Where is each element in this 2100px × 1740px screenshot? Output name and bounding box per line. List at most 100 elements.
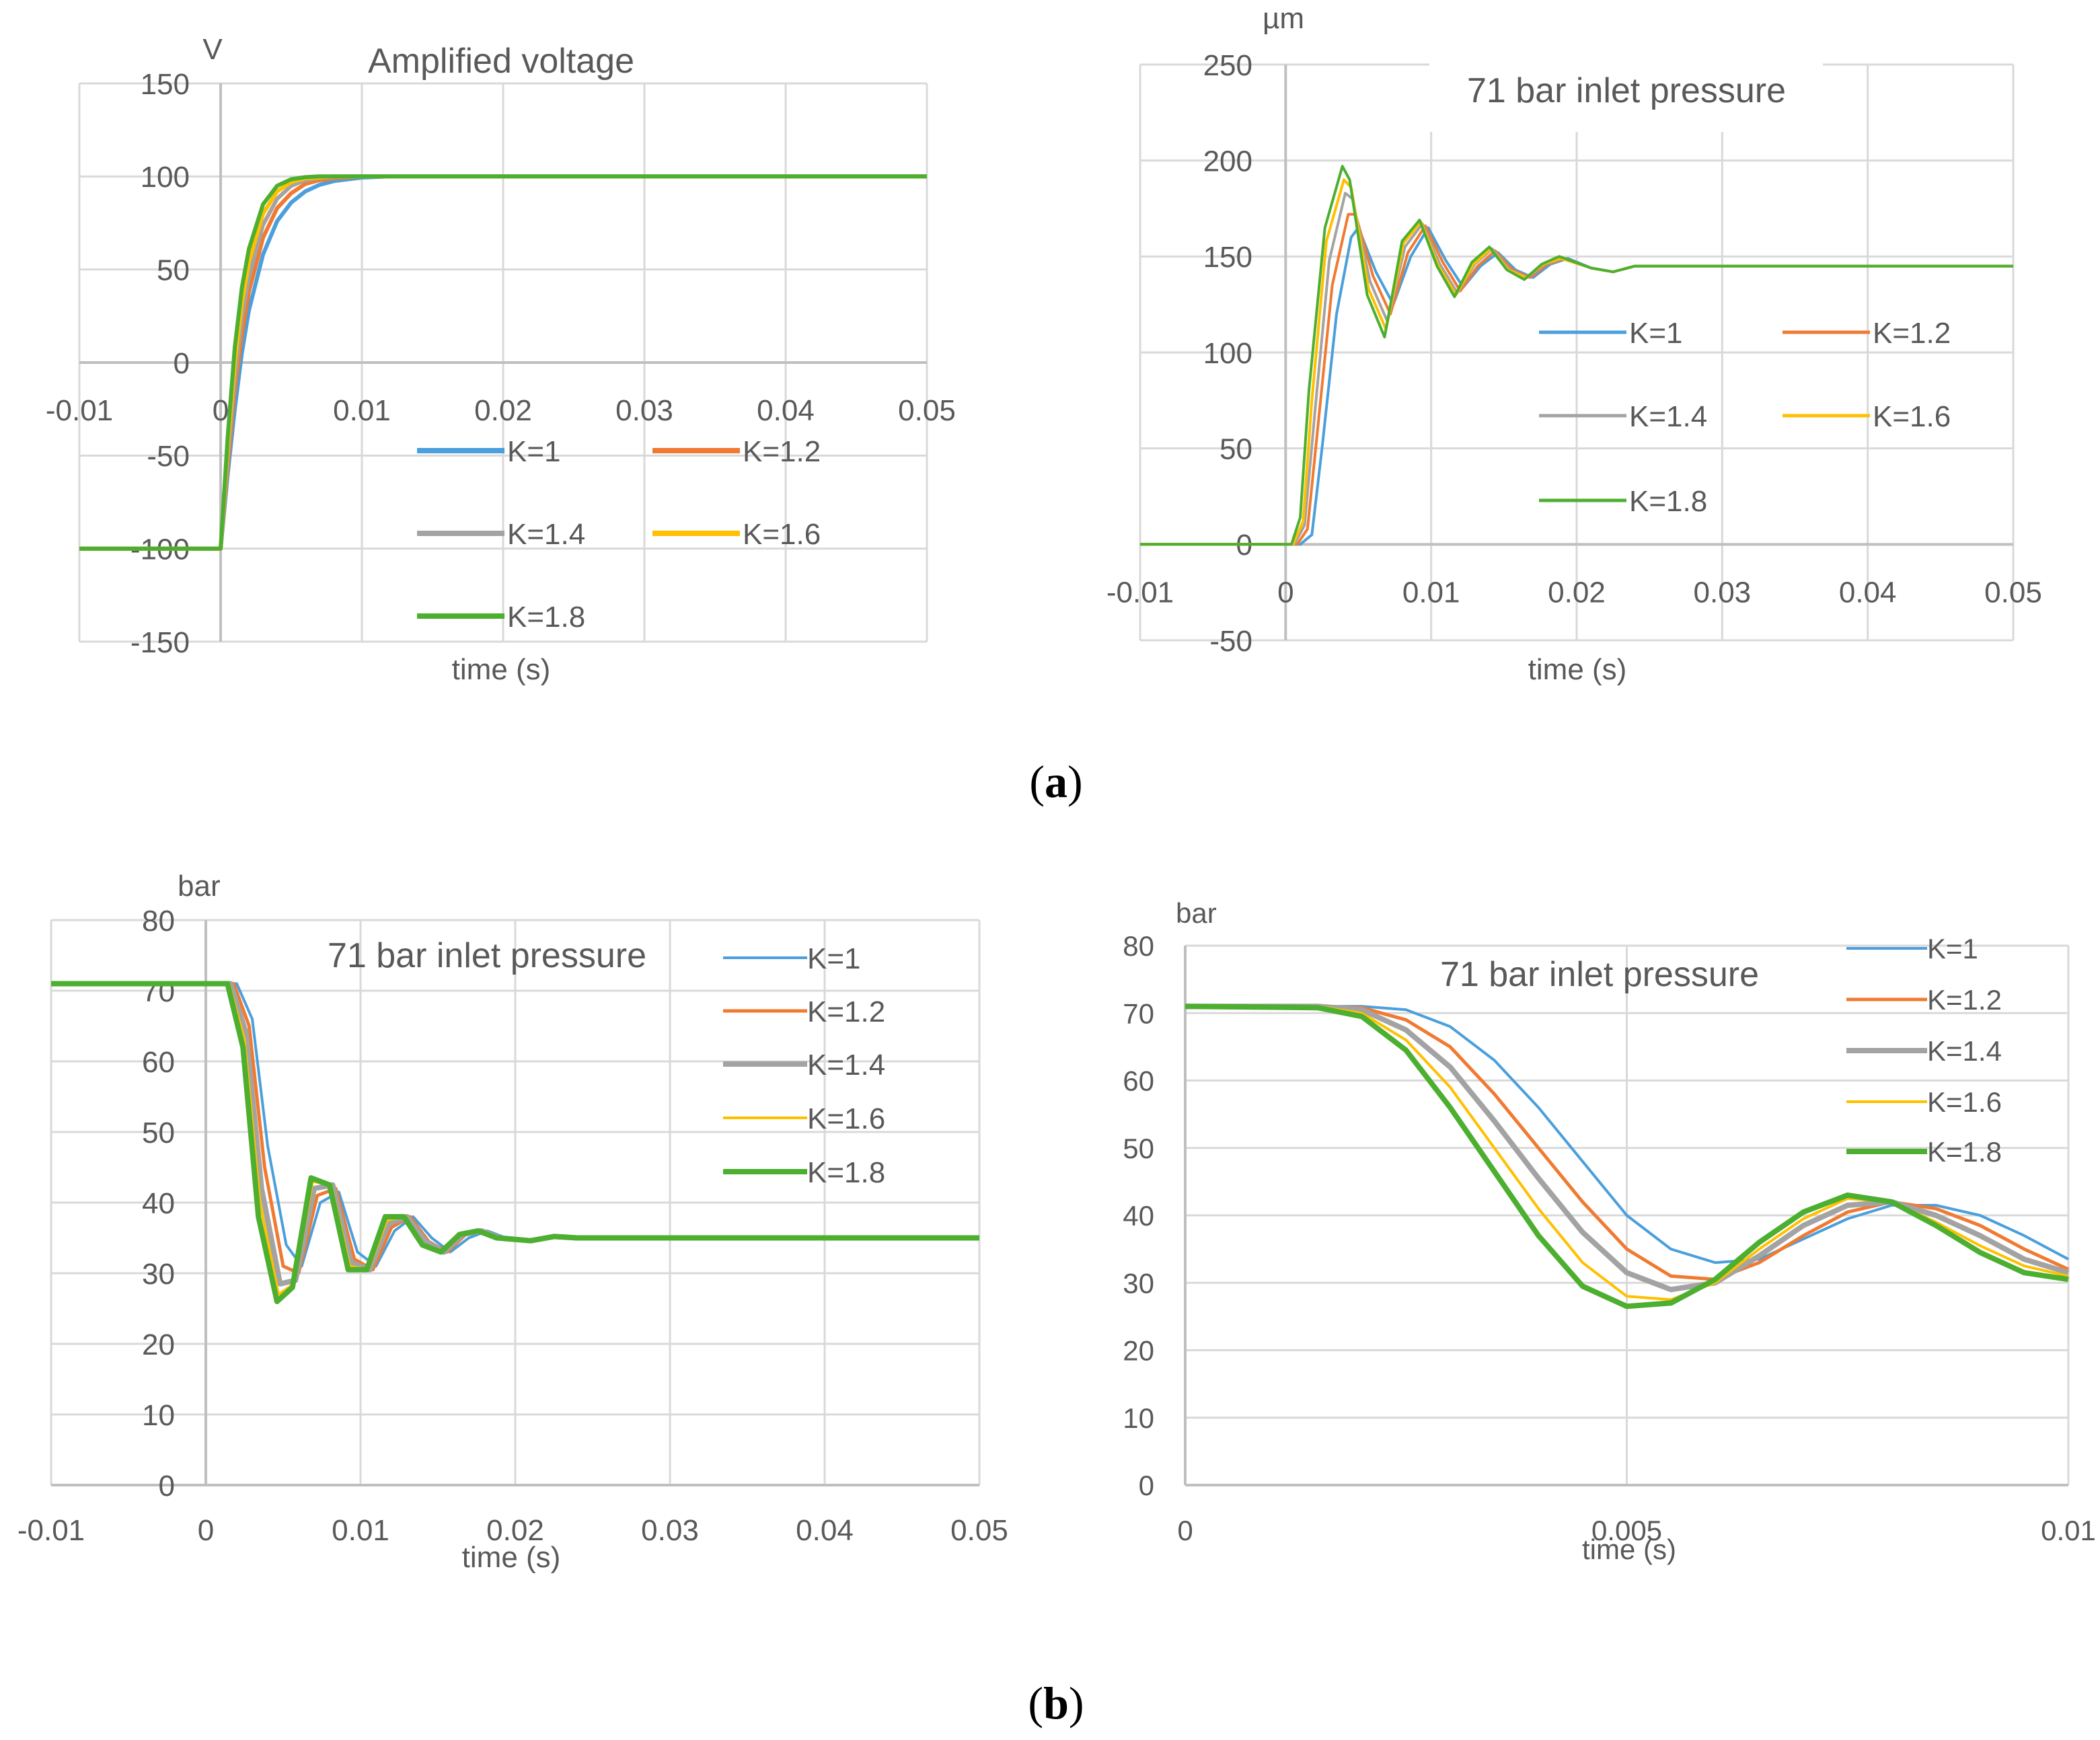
legend-label: K=1.4	[807, 1049, 885, 1082]
chart-pressure-full: 0 10 20 30 40 50 60 70 80 -0.01 0 0.01 0.02 0.03 0.04 0…	[17, 870, 1008, 1574]
legend-label: K=1.4	[507, 518, 585, 551]
x-axis-label: time (s)	[462, 1541, 561, 1574]
x-axis-label: time (s)	[452, 653, 551, 686]
legend-label: K=1.8	[507, 601, 585, 634]
x-tick-label: 0.05	[950, 1514, 1008, 1547]
y-tick-label: 80	[142, 905, 175, 938]
x-tick-label: 0.02	[486, 1514, 544, 1547]
legend-label: K=1.8	[1927, 1136, 2002, 1168]
y-tick-label: 100	[141, 161, 190, 194]
x-tick-label: 0.03	[615, 394, 673, 427]
y-tick-label: 70	[1123, 997, 1154, 1029]
y-tick-label: 250	[1203, 49, 1252, 82]
y-tick-label: 50	[1220, 433, 1252, 466]
chart-title: Amplified voltage	[368, 42, 634, 81]
legend-label: K=1.6	[743, 518, 821, 551]
series-line-K-1_6	[1185, 1005, 2069, 1301]
y-unit-label: V	[202, 33, 223, 66]
legend: K=1 K=1.2 K=1.4 K=1.6 K=1.8	[723, 942, 885, 1189]
y-tick-label: -50	[147, 440, 190, 473]
legend-label: K=1.4	[1927, 1035, 2002, 1067]
x-axis-label: time (s)	[1528, 653, 1627, 686]
y-tick-label: -150	[130, 626, 190, 659]
legend-label: K=1	[807, 942, 861, 975]
y-tick-label: 80	[1123, 930, 1154, 962]
legend-label: K=1.2	[807, 995, 885, 1028]
y-tick-label: 30	[1123, 1267, 1154, 1299]
x-tick-label: 0	[1177, 1515, 1193, 1546]
legend-label: K=1	[507, 435, 561, 468]
y-tick-label: 30	[142, 1258, 175, 1291]
panel-label-a: (a)	[1029, 756, 1082, 807]
y-tick-label: 60	[1123, 1065, 1154, 1097]
x-tick-label: 0.04	[757, 394, 815, 427]
legend-label: K=1	[1629, 317, 1683, 350]
x-tick-label: 0.01	[2041, 1515, 2096, 1546]
y-tick-label: 150	[141, 68, 190, 101]
y-tick-label: 10	[142, 1399, 175, 1432]
title-background	[1429, 56, 1823, 132]
y-tick-label: 60	[142, 1046, 175, 1079]
y-tick-label: -50	[1209, 625, 1252, 658]
x-tick-label: 0.01	[332, 1514, 389, 1547]
panel-label-b: (b)	[1028, 1677, 1084, 1729]
legend: K=1 K=1.2 K=1.4 K=1.6 K=1.8	[417, 435, 821, 634]
x-tick-label: 0.01	[333, 394, 391, 427]
series-line-K-1_4	[1185, 1004, 2070, 1293]
y-tick-label: 150	[1203, 241, 1252, 274]
y-unit-label: bar	[178, 870, 221, 903]
chart-title: 71 bar inlet pressure	[1440, 955, 1759, 994]
x-tick-label: 0.03	[1694, 576, 1752, 609]
legend-label: K=1.2	[1873, 317, 1951, 350]
series-line-K-1	[1185, 1005, 2069, 1264]
y-tick-label: 40	[142, 1187, 175, 1220]
legend-label: K=1.8	[1629, 485, 1707, 518]
x-tick-label: 0.05	[1984, 576, 2042, 609]
chart-title: 71 bar inlet pressure	[328, 936, 646, 975]
x-tick-label: 0.01	[1402, 576, 1460, 609]
x-tick-label: -0.01	[1107, 576, 1174, 609]
x-tick-label: 0	[1277, 576, 1293, 609]
x-axis-label: time (s)	[1582, 1534, 1676, 1565]
y-tick-label: 70	[142, 975, 175, 1008]
legend-label: K=1.6	[807, 1102, 885, 1135]
series-line-K-1_8	[1140, 165, 2013, 546]
chart-pressure-zoom: 0 10 20 30 40 50 60 70 80 0 0.005 0.01 71 bar inlet …	[1123, 897, 2096, 1565]
y-tick-label: 0	[174, 347, 190, 380]
x-tick-label: 0	[198, 1514, 214, 1547]
y-tick-label: 50	[1123, 1133, 1154, 1164]
y-unit-label: bar	[1176, 897, 1217, 929]
y-tick-label: 20	[1123, 1335, 1154, 1367]
chart-title: 71 bar inlet pressure	[1467, 71, 1786, 110]
x-tick-label: 0.02	[1548, 576, 1606, 609]
series-line-K-1_2	[1185, 1004, 2070, 1281]
x-tick-label: 0	[213, 394, 229, 427]
y-tick-label: 50	[142, 1117, 175, 1149]
y-tick-label: 10	[1123, 1402, 1154, 1434]
x-tick-label: 0.04	[796, 1514, 854, 1547]
series-line-K-1_8	[79, 174, 927, 551]
y-tick-label: 0	[1139, 1470, 1154, 1501]
series-line-K-1_8	[51, 981, 979, 1304]
x-tick-label: -0.01	[46, 394, 113, 427]
legend: K=1 K=1.2 K=1.4 K=1.6 K=1.8	[1539, 317, 1951, 518]
y-tick-label: 200	[1203, 145, 1252, 178]
series-line-K-1_8	[1185, 1004, 2069, 1310]
x-tick-label: 0.04	[1839, 576, 1897, 609]
legend-label: K=1.4	[1629, 400, 1707, 433]
legend: K=1 K=1.2 K=1.4 K=1.6 K=1.8	[1846, 933, 2002, 1168]
legend-label: K=1.2	[1927, 984, 2002, 1016]
y-tick-label: 20	[142, 1328, 175, 1361]
y-tick-label: 50	[157, 254, 190, 287]
x-tick-label: -0.01	[17, 1514, 85, 1547]
legend-label: K=1.6	[1873, 400, 1951, 433]
x-tick-label: 0.02	[474, 394, 532, 427]
legend-label: K=1.8	[807, 1156, 885, 1189]
legend-label: K=1	[1927, 933, 1978, 964]
x-tick-label: 0.03	[641, 1514, 699, 1547]
y-unit-label: µm	[1263, 2, 1304, 35]
legend-label: K=1.6	[1927, 1086, 2002, 1118]
